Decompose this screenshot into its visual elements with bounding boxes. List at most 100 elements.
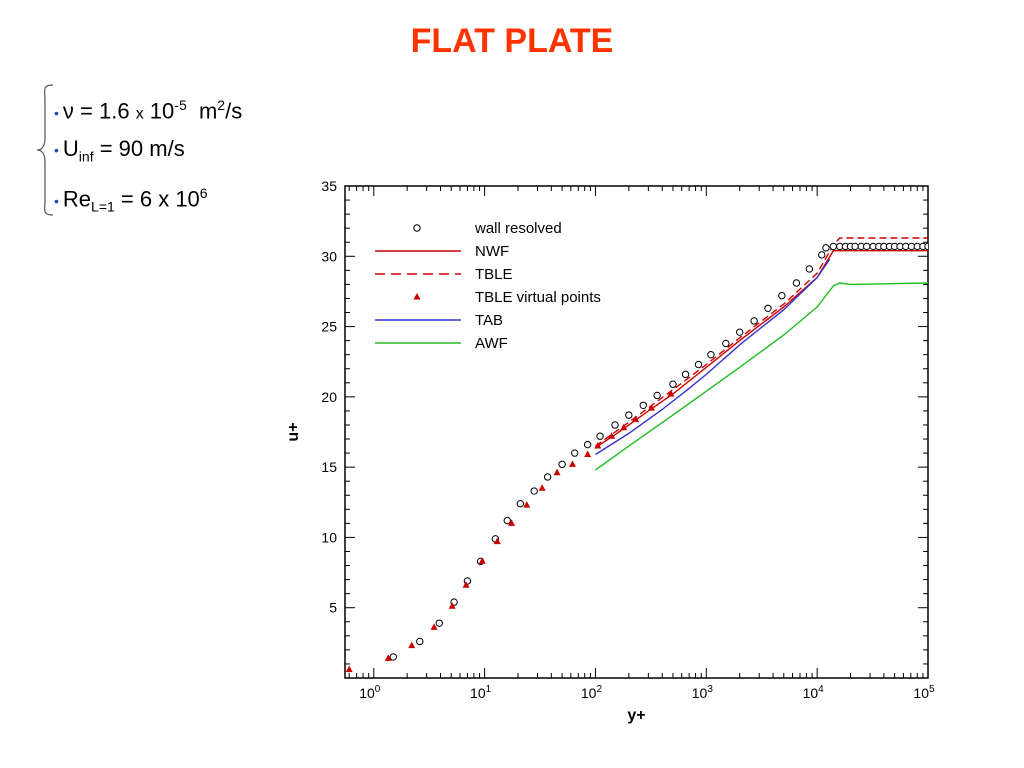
y-tick-label: 15	[321, 459, 337, 475]
x-tick-label: 102	[581, 684, 603, 701]
nu-symbol: ν	[62, 98, 74, 124]
param-reynolds: • ReL=1 = 6 x 106	[54, 180, 242, 224]
plot-frame	[344, 185, 929, 679]
series-line-nwf	[595, 249, 928, 449]
nu-base: 10	[143, 98, 175, 124]
data-point-tble-virtual	[448, 602, 456, 609]
data-point-tble-virtual	[632, 415, 640, 422]
legend-label: wall resolved	[474, 220, 562, 237]
data-point-wall-resolved	[805, 265, 814, 273]
data-point-wall-resolved	[516, 499, 525, 508]
data-point-wall-resolved	[583, 440, 592, 449]
data-point-wall-resolved	[778, 291, 786, 300]
nu-unit-post: /s	[225, 98, 243, 124]
uinf-sub: inf	[78, 148, 94, 165]
re-sub: L=1	[91, 198, 115, 215]
data-point-wall-resolved	[722, 339, 730, 348]
data-point-wall-resolved	[735, 328, 744, 336]
y-tick-label: 35	[321, 178, 337, 194]
data-point-wall-resolved	[750, 317, 758, 325]
bullet-icon: •	[54, 192, 59, 209]
data-point-tble-virtual	[478, 557, 486, 564]
data-point-tble-virtual	[345, 665, 353, 673]
data-point-tble-virtual	[568, 460, 576, 467]
data-point-tble-virtual	[667, 390, 675, 397]
data-point-tble-virtual	[608, 432, 616, 439]
y-axis-label: u+	[285, 422, 302, 441]
data-point-tble-virtual	[553, 468, 561, 476]
data-point-wall-resolved	[639, 401, 647, 409]
parameter-list: • ν = 1.6 x 10-5 m2/s • Uinf = 90 m/s • ReL…	[54, 92, 242, 224]
data-point-tble-virtual	[523, 501, 531, 508]
nu-times: x	[135, 105, 144, 123]
data-point-wall-resolved	[503, 516, 511, 525]
data-point-wall-resolved	[792, 279, 801, 287]
data-point-tble-virtual	[384, 654, 392, 661]
series-group	[345, 237, 928, 673]
data-point-wall-resolved	[818, 251, 826, 259]
data-point-wall-resolved	[924, 242, 928, 251]
x-axis-label: y+	[627, 707, 645, 724]
data-point-wall-resolved	[389, 653, 397, 661]
data-point-wall-resolved	[653, 391, 661, 400]
bullet-icon: •	[54, 104, 59, 121]
nu-unit-exponent: 2	[217, 97, 226, 113]
nu-unit: m	[186, 98, 218, 124]
data-point-tble-virtual	[408, 641, 416, 649]
data-point-wall-resolved	[530, 487, 538, 495]
curly-brace-icon	[36, 84, 54, 216]
param-viscosity: • ν = 1.6 x 10-5 m2/s	[54, 92, 242, 136]
data-point-wall-resolved	[764, 304, 772, 312]
data-point-tble-virtual	[462, 581, 470, 588]
data-point-tble-virtual	[620, 423, 628, 431]
nu-eq: = 1.6	[73, 98, 136, 124]
series-line-tab	[595, 258, 831, 456]
data-point-tble-virtual	[538, 484, 546, 491]
y-tick-label: 20	[321, 389, 337, 405]
legend-label: TBLE	[475, 266, 513, 283]
data-point-tble-virtual	[493, 537, 501, 545]
re-rest: = 6 x 10	[114, 186, 200, 212]
legend-label: TAB	[475, 312, 503, 329]
bullet-icon: •	[54, 142, 59, 159]
param-uinf: • Uinf = 90 m/s	[54, 136, 242, 180]
data-point-wall-resolved	[625, 411, 633, 419]
uinf-rest: = 90 m/s	[93, 136, 185, 161]
data-point-wall-resolved	[558, 460, 566, 469]
data-point-wall-resolved	[707, 350, 715, 359]
legend-symbol	[413, 224, 421, 232]
data-point-wall-resolved	[694, 360, 703, 369]
data-point-wall-resolved	[851, 242, 859, 251]
data-point-tble-virtual	[647, 404, 655, 411]
velocity-profile-chart: 5 10 15 20 25 30 35 100 101 102 103 104 105 y+ u+ wall …	[285, 178, 935, 724]
series-line-awf	[595, 282, 928, 471]
data-point-wall-resolved	[863, 242, 871, 251]
data-point-wall-resolved	[416, 637, 424, 646]
slide-title: FLAT PLATE	[410, 22, 614, 60]
data-point-tble-virtual	[594, 442, 602, 449]
data-point-wall-resolved	[596, 432, 604, 440]
nu-exponent: -5	[174, 97, 187, 113]
data-point-wall-resolved	[822, 244, 830, 252]
x-tick-label: 100	[359, 684, 381, 701]
re-main: Re	[62, 186, 92, 212]
data-point-wall-resolved	[435, 619, 443, 627]
y-tick-label: 10	[321, 529, 337, 545]
data-point-wall-resolved	[611, 421, 619, 429]
x-tick-label: 103	[692, 684, 714, 701]
re-exponent: 6	[199, 185, 208, 201]
y-tick-label: 30	[321, 248, 337, 264]
data-point-wall-resolved	[829, 242, 838, 251]
x-tick-label: 104	[803, 684, 825, 701]
data-point-wall-resolved	[543, 473, 552, 481]
legend-label: NWF	[475, 243, 509, 260]
uinf-main: U	[62, 136, 79, 161]
legend-label: AWF	[475, 335, 508, 352]
data-point-wall-resolved	[571, 449, 579, 457]
y-tick-label: 25	[321, 319, 337, 335]
data-point-tble-virtual	[430, 623, 438, 630]
data-point-wall-resolved	[681, 370, 690, 379]
data-point-wall-resolved	[669, 380, 677, 388]
legend-label: TBLE virtual points	[475, 289, 601, 306]
series-line-tble	[595, 237, 928, 447]
